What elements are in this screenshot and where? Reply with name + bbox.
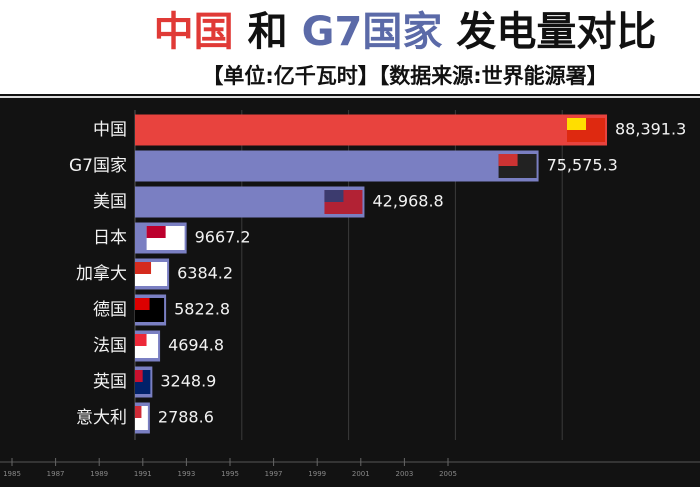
bar xyxy=(135,114,608,146)
value-label: 6384.2 xyxy=(177,264,233,283)
value-label: 75,575.3 xyxy=(547,156,618,175)
flag-icon-detail xyxy=(135,370,143,382)
category-label: 德国 xyxy=(93,300,127,320)
category-label: 加拿大 xyxy=(76,263,127,284)
timeline-label: 1997 xyxy=(265,470,283,478)
timeline-label: 1995 xyxy=(221,470,239,478)
timeline-label: 1993 xyxy=(177,470,195,478)
flag-icon-detail xyxy=(324,190,344,202)
flag-icon-detail xyxy=(135,406,142,418)
flag-icon-detail xyxy=(135,334,147,346)
timeline-label: 2001 xyxy=(352,470,370,478)
value-label: 88,391.3 xyxy=(615,120,686,139)
title-part: 发电量对比 xyxy=(456,9,656,55)
value-label: 4694.8 xyxy=(168,336,224,355)
timeline-label: 1991 xyxy=(134,470,152,478)
title-part: G7国家 xyxy=(302,9,443,55)
category-label: 美国 xyxy=(93,192,127,212)
timeline-label: 2003 xyxy=(395,470,413,478)
title-part: 和 xyxy=(248,9,288,55)
category-label: 意大利 xyxy=(76,408,127,428)
timeline-label: 1989 xyxy=(90,470,108,478)
value-label: 3248.9 xyxy=(160,372,216,391)
chart-title: 中国和 G7国家 发电量对比 xyxy=(154,9,657,55)
timeline-label: 1987 xyxy=(47,470,65,478)
value-label: 5822.8 xyxy=(174,300,230,319)
category-label: 英国 xyxy=(93,372,127,392)
category-label: 法国 xyxy=(93,336,127,356)
flag-icon-detail xyxy=(146,226,166,238)
category-label: 日本 xyxy=(93,228,127,248)
value-label: 9667.2 xyxy=(195,228,251,247)
bar xyxy=(135,150,539,182)
value-label: 2788.6 xyxy=(158,408,214,427)
timeline-label: 1999 xyxy=(308,470,326,478)
timeline-label: 2005 xyxy=(439,470,457,478)
title-part: 中国 xyxy=(154,9,234,55)
category-label: G7国家 xyxy=(69,156,127,176)
flag-icon-detail xyxy=(567,118,587,130)
chart-subtitle: 【单位:亿千瓦时】【数据来源:世界能源署】 xyxy=(202,64,607,88)
flag-icon-detail xyxy=(135,298,150,310)
value-label: 42,968.8 xyxy=(372,192,443,211)
category-label: 中国 xyxy=(93,120,127,140)
header-background xyxy=(0,0,700,94)
timeline-label: 1985 xyxy=(3,470,21,478)
flag-icon-detail xyxy=(498,154,518,166)
flag-icon-detail xyxy=(135,262,152,274)
